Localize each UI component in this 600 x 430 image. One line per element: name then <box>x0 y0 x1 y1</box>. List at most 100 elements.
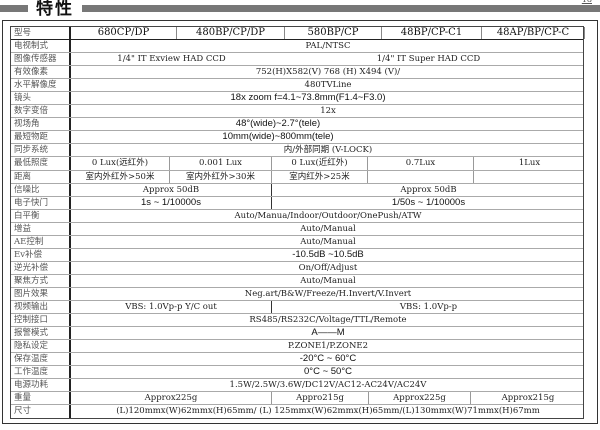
spec-cell: Auto/Manual <box>300 223 356 234</box>
spec-cell: Approx 50dB <box>400 184 457 195</box>
spec-cell <box>368 170 474 183</box>
spec-cell: VBS: 1.0Vp-p <box>399 301 458 312</box>
row-label: 视场角 <box>11 118 71 131</box>
spec-row: 型号 680CP/DP 480BP/CP/DP 580BP/CP 48BP/CP-C1 4… <box>11 27 585 41</box>
row-label: 工作温度 <box>11 366 71 379</box>
row-label: 报警模式 <box>11 327 71 340</box>
spec-cell: VBS: 1.0Vp-p Y/C out <box>71 300 272 314</box>
spec-cell: Auto/Manua/Indoor/Outdoor/OnePush/ATW <box>234 210 422 221</box>
spec-cell: 1.5W/2.5W/3.6W/DC12V/AC12-AC24V/AC24V <box>229 380 427 391</box>
spec-cell: 480TVLine <box>304 80 352 91</box>
spec-cell: 室内外红外>30米 <box>170 170 272 183</box>
spec-row: 工作温度 0°C ~ 50°C <box>11 366 583 380</box>
row-label: 电子快门 <box>11 196 71 209</box>
row-label: 保存温度 <box>11 353 71 366</box>
row-label: 有效像素 <box>11 66 71 79</box>
spec-row: 控制接口 RS485/RS232C/Voltage/TTL/Remote <box>11 314 583 328</box>
spec-cell: 580BP/CP <box>285 27 382 40</box>
spec-cell: 10mm(wide)~800mm(tele) <box>222 131 334 143</box>
row-label: 白平衡 <box>11 209 71 222</box>
row-label: 隐私设定 <box>11 340 71 353</box>
spec-cell: PAL/NTSC <box>305 41 351 52</box>
spec-cell: 1/4" IT Exview HAD CCD <box>117 54 226 65</box>
spec-row: 距离 室内外红外>50米 室内外红外>30米 室内红外>25米 <box>11 170 583 184</box>
spec-cell: 0°C ~ 50°C <box>304 366 352 378</box>
row-label: 视频输出 <box>11 300 71 314</box>
spec-cell: Approx225g <box>369 392 471 405</box>
row-label: Ev补偿 <box>11 248 71 261</box>
spec-cell: 48°(wide)~2.7°(tele) <box>235 118 321 130</box>
spec-row: 白平衡 Auto/Manua/Indoor/Outdoor/OnePush/ATW <box>11 209 583 223</box>
spec-cell: Approx225g <box>71 392 272 405</box>
row-label: 镜头 <box>11 92 71 105</box>
row-label: 聚焦方式 <box>11 274 71 287</box>
spec-row: 有效像素 752(H)X582(V) 768 (H) X494 (V)/ <box>11 66 583 80</box>
spec-cell: 1Lux <box>518 158 541 169</box>
row-label: 同步系统 <box>11 144 71 157</box>
row-label: 电源功耗 <box>11 379 71 392</box>
page-number: 18 <box>579 0 594 4</box>
page-title: 特性 <box>28 0 82 18</box>
spec-cell: 1/4" IT Super HAD CCD <box>376 54 481 65</box>
spec-row: 电视制式 PAL/NTSC <box>11 40 583 54</box>
spec-cell: 室内红外>25米 <box>272 170 368 183</box>
spec-row: 逆光补偿 On/Off/Adjust <box>11 261 583 275</box>
spec-cell: 752(H)X582(V) 768 (H) X494 (V)/ <box>255 67 401 78</box>
row-label: 增益 <box>11 222 71 235</box>
spec-table: 型号 680CP/DP 480BP/CP/DP 580BP/CP 48BP/CP-C1 4… <box>10 26 585 420</box>
row-label: 图片效果 <box>11 287 71 300</box>
spec-cell: Appro215g <box>272 392 369 405</box>
spec-row: 尺寸 (L)120mmx(W)62mmx(H)65mm/ (L) 125mmx(W… <box>11 405 583 419</box>
spec-cell: RS485/RS232C/Voltage/TTL/Remote <box>249 315 407 326</box>
spec-row: 电子快门 1s ~ 1/10000s 1/50s ~ 1/10000s <box>11 196 583 210</box>
spec-row: 最短物距 10mm(wide)~800mm(tele) <box>11 131 583 145</box>
spec-cell: 480BP/CP/DP <box>177 27 285 40</box>
spec-cell: 1s ~ 1/10000s <box>71 196 272 209</box>
spec-row: 信噪比 Approx 50dB Approx 50dB <box>11 183 583 197</box>
spec-row: 最低照度 0 Lux(远红外) 0.001 Lux 0 Lux(近红外) 0.7Lux 1… <box>11 157 583 171</box>
row-label: 重量 <box>11 392 71 405</box>
row-label: 最低照度 <box>11 157 71 170</box>
spec-row: 保存温度 -20°C ~ 60°C <box>11 353 583 367</box>
row-label: 控制接口 <box>11 314 71 327</box>
row-label: 距离 <box>11 170 71 183</box>
spec-row: 镜头 18x zoom f=4.1~73.8mm(F1.4~F3.0) <box>11 92 583 106</box>
spec-row: 增益 Auto/Manual <box>11 222 583 236</box>
spec-row: 图片效果 Neg.art/B&W/Freeze/H.Invert/V.Invert <box>11 287 583 301</box>
spec-row: 报警模式 A——M <box>11 327 583 341</box>
row-label: 信噪比 <box>11 183 71 196</box>
spec-row: 重量 Approx225g Appro215g Approx225g Approx215… <box>11 392 583 406</box>
spec-cell: 48AP/BP/CP-C <box>482 27 585 40</box>
spec-row: 水平解像度 480TVLine <box>11 79 583 93</box>
spec-cell: 12x <box>320 106 336 117</box>
spec-cell: A——M <box>311 327 345 339</box>
row-label: 水平解像度 <box>11 79 71 92</box>
spec-row: AE控制 Auto/Manual <box>11 235 583 249</box>
spec-row: 电源功耗 1.5W/2.5W/3.6W/DC12V/AC12-AC24V/AC24… <box>11 379 583 393</box>
spec-cell: 18x zoom f=4.1~73.8mm(F1.4~F3.0) <box>230 92 386 104</box>
spec-row: 隐私设定 P.ZONE1/P.ZONE2 <box>11 340 583 354</box>
spec-cell: Neg.art/B&W/Freeze/H.Invert/V.Invert <box>244 288 412 299</box>
spec-cell: -20°C ~ 60°C <box>299 353 357 365</box>
spec-row: 视频输出 VBS: 1.0Vp-p Y/C out VBS: 1.0Vp-p <box>11 300 583 315</box>
row-label: 数字变倍 <box>11 105 71 118</box>
spec-cell: 680CP/DP <box>71 27 177 40</box>
row-label: 逆光补偿 <box>11 261 71 274</box>
spec-row: 聚焦方式 Auto/Manual <box>11 274 583 288</box>
spec-row: 图像传感器 1/4" IT Exview HAD CCD 1/4" IT Super… <box>11 53 583 67</box>
row-label: AE控制 <box>11 235 71 248</box>
spec-cell: 内/外部同期 (V-LOCK) <box>283 145 373 156</box>
spec-cell: Auto/Manual <box>300 275 356 286</box>
spec-cell: 1/50s ~ 1/10000s <box>391 196 466 208</box>
spec-cell: P.ZONE1/P.ZONE2 <box>287 341 369 352</box>
row-label: 电视制式 <box>11 40 71 53</box>
header-bar <box>0 5 600 12</box>
spec-cell: 0 Lux(远红外) <box>71 157 170 170</box>
page-frame <box>2 20 598 424</box>
spec-row: 同步系统 内/外部同期 (V-LOCK) <box>11 144 583 158</box>
spec-cell: Approx215g <box>501 393 555 404</box>
spec-cell: On/Off/Adjust <box>298 262 358 273</box>
row-label: 最短物距 <box>11 131 71 144</box>
row-label: 型号 <box>11 27 71 40</box>
spec-row: Ev补偿 -10.5dB ~10.5dB <box>11 248 583 262</box>
